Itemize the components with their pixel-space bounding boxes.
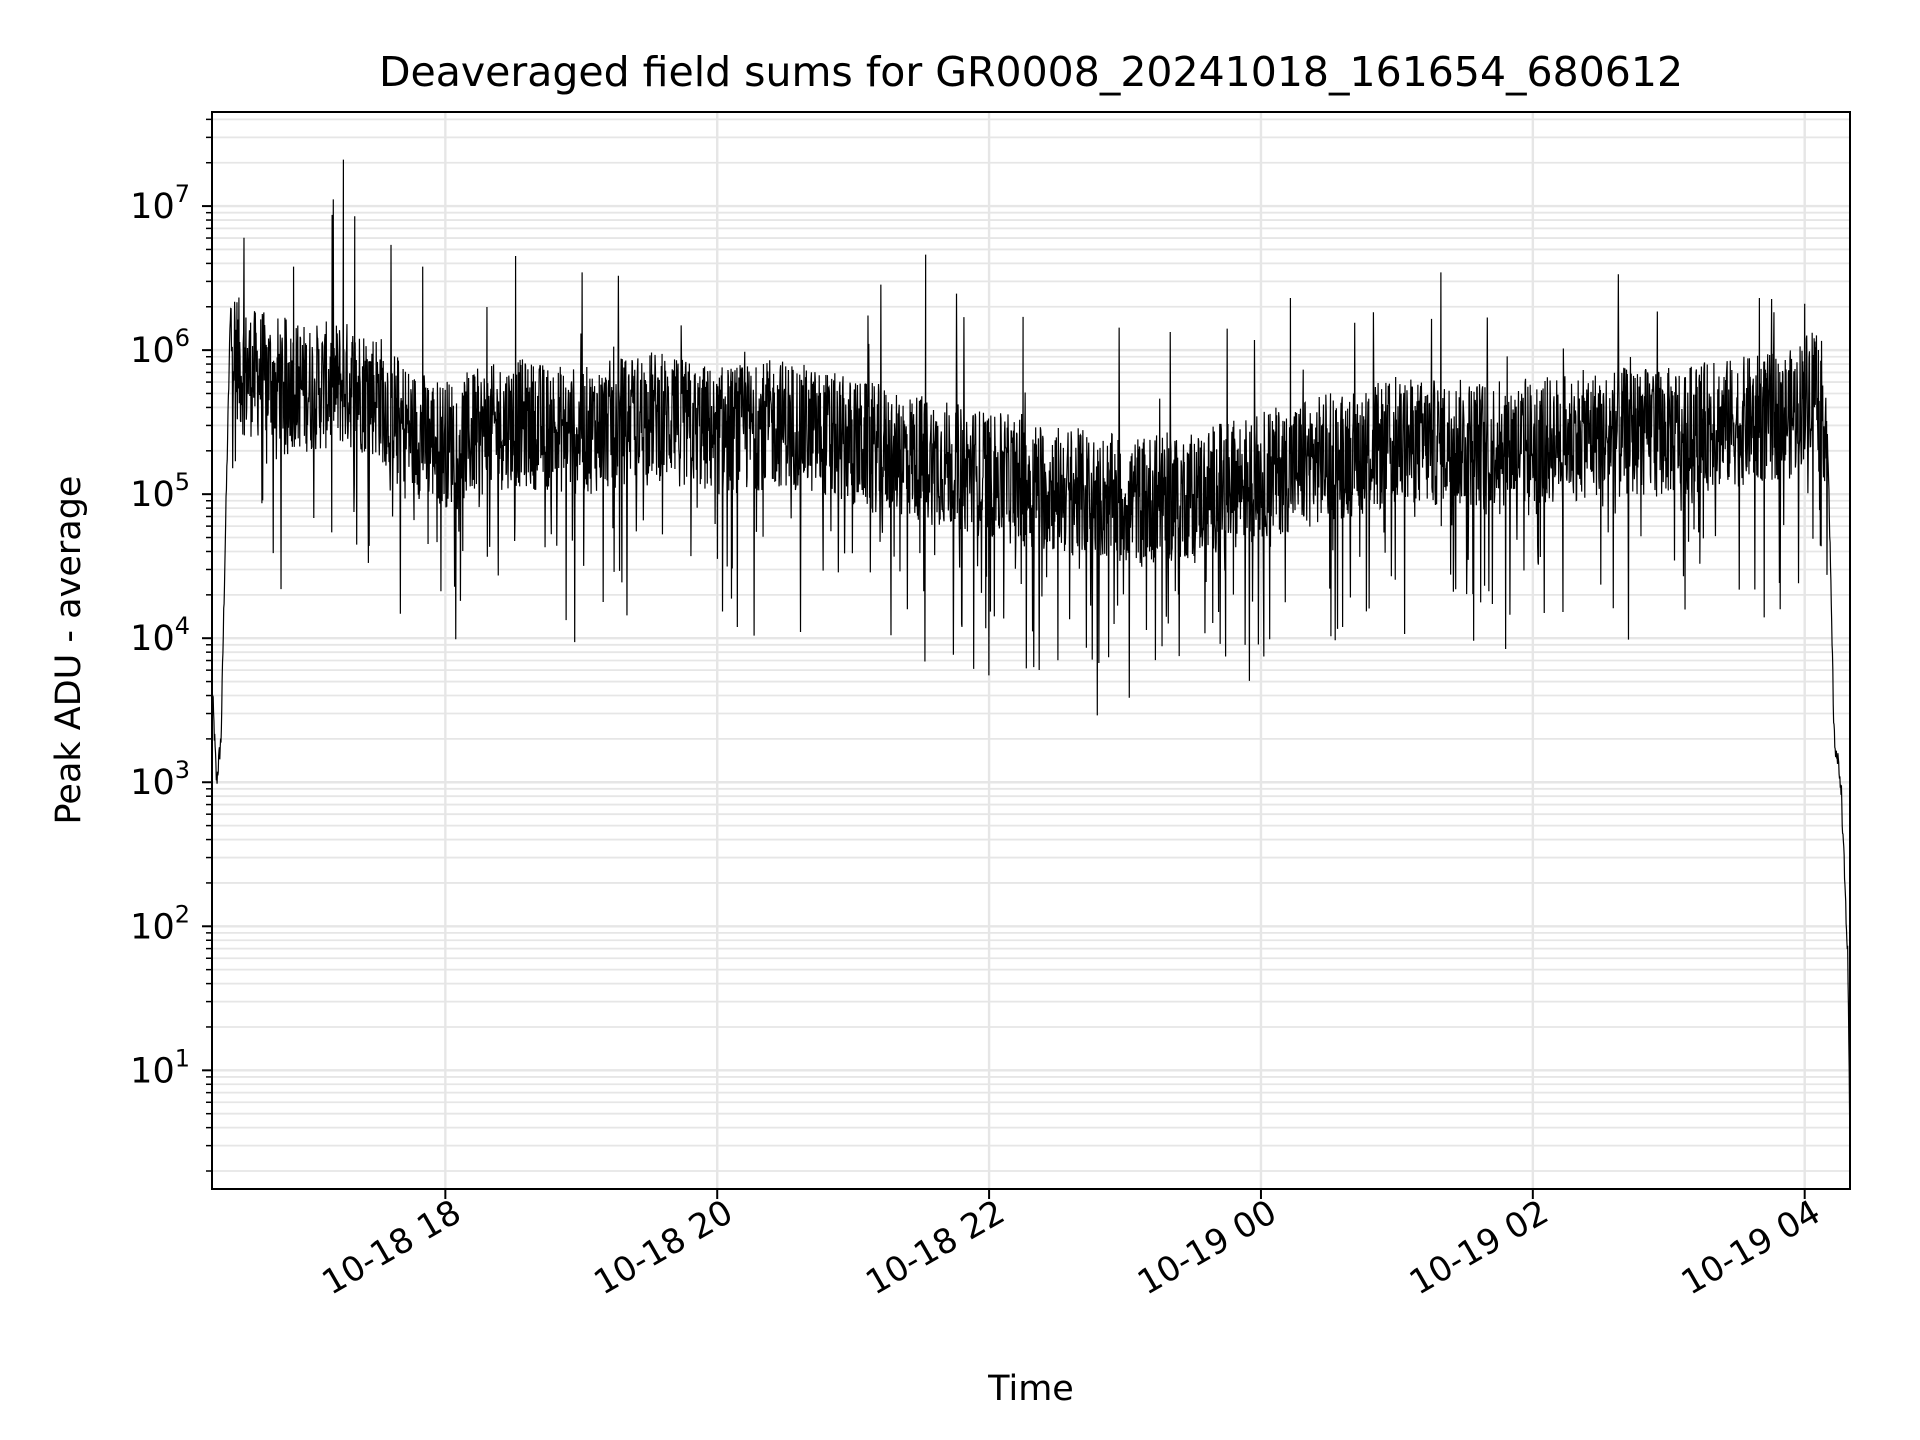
y-tick-label: 103 [130,756,190,803]
y-tick-base: 10 [130,907,175,947]
y-tick-base: 10 [130,475,175,515]
x-axis-label: Time [987,1369,1074,1409]
y-tick-exponent: 1 [175,1044,190,1072]
y-tick-label: 101 [130,1044,190,1091]
axis-ticks [202,118,1806,1199]
y-tick-label: 104 [130,612,190,659]
y-tick-label: 105 [130,468,190,515]
plot-frame [211,111,1851,1190]
y-tick-exponent: 5 [175,468,190,496]
series-line [211,159,1851,1142]
y-tick-label: 106 [130,324,190,371]
y-tick-base: 10 [130,619,175,659]
series-path [211,159,1851,1142]
y-tick-label: 102 [130,900,190,947]
y-tick-base: 10 [130,187,175,227]
y-tick-exponent: 2 [175,900,190,928]
y-tick-exponent: 7 [175,180,190,208]
chart-title: Deaveraged field sums for GR0008_2024101… [379,48,1683,96]
grid-lines [212,112,1850,1189]
y-tick-exponent: 6 [175,324,190,352]
y-tick-exponent: 3 [175,756,190,784]
y-tick-base: 10 [130,763,175,803]
y-tick-base: 10 [130,1051,175,1091]
y-tick-exponent: 4 [175,612,190,640]
y-tick-base: 10 [130,331,175,371]
y-axis-label: Peak ADU - average [49,476,89,825]
y-tick-label: 107 [130,180,190,227]
